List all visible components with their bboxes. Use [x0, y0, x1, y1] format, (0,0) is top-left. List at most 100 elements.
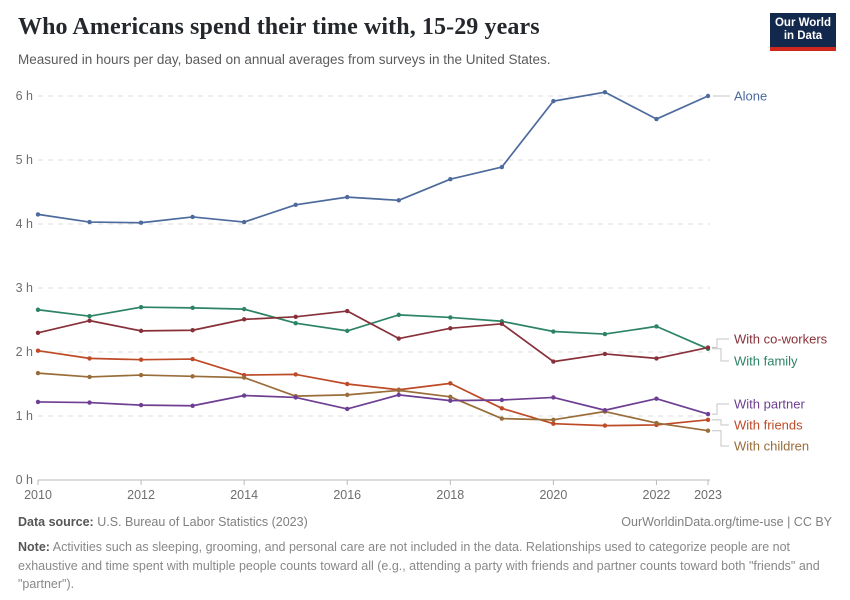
- series-point-with-friends: [35, 348, 41, 353]
- y-tick-label: 1 h: [16, 409, 33, 423]
- owid-logo[interactable]: Our World in Data: [770, 13, 836, 51]
- series-point-with-children: [190, 374, 195, 379]
- series-point-with-co-workers: [241, 317, 247, 322]
- series-line-with-children[interactable]: [37, 372, 709, 432]
- series-point-with-friends: [190, 356, 195, 362]
- chart-note: Note: Activities such as sleeping, groom…: [18, 538, 830, 594]
- leader-line-with-family: [712, 348, 729, 362]
- series-point-with-co-workers: [87, 318, 92, 323]
- series-point-alone: [190, 214, 195, 220]
- series-point-with-co-workers: [602, 351, 608, 357]
- series-point-with-friends: [138, 357, 144, 362]
- leader-line-with-children: [712, 430, 729, 447]
- series-point-with-co-workers: [293, 314, 298, 319]
- series-point-with-partner: [396, 392, 401, 398]
- series-label-with-co-workers[interactable]: With co-workers: [734, 332, 828, 347]
- series-point-with-co-workers: [551, 359, 556, 364]
- series-label-with-children[interactable]: With children: [734, 439, 809, 454]
- series-point-with-family: [396, 312, 401, 318]
- x-tick-label: 2016: [333, 488, 361, 502]
- series-point-with-family: [190, 305, 195, 311]
- note-label: Note:: [18, 540, 50, 554]
- series-label-with-friends[interactable]: With friends: [734, 418, 803, 433]
- note-text: Activities such as sleeping, grooming, a…: [18, 540, 820, 591]
- series-point-with-partner: [35, 399, 41, 405]
- y-tick-label: 2 h: [16, 345, 33, 359]
- series-point-with-children: [396, 388, 401, 393]
- series-point-with-children: [499, 416, 505, 421]
- series-point-with-family: [293, 321, 298, 326]
- series-point-with-co-workers: [396, 336, 401, 341]
- series-point-alone: [705, 93, 711, 99]
- series-point-with-co-workers: [345, 308, 350, 314]
- y-tick-label: 5 h: [16, 153, 33, 167]
- series-point-with-children: [241, 375, 247, 380]
- series-point-with-family: [87, 313, 92, 319]
- series-point-alone: [499, 164, 505, 170]
- leader-line-with-partner: [712, 403, 729, 415]
- series-point-alone: [87, 219, 92, 225]
- series-point-alone: [396, 198, 401, 203]
- series-point-alone: [241, 219, 247, 225]
- x-tick-label: 2012: [127, 488, 155, 502]
- series-point-with-partner: [499, 397, 505, 403]
- series-point-with-partner: [448, 398, 453, 403]
- series-point-with-friends: [551, 421, 556, 426]
- series-point-with-friends: [293, 372, 298, 377]
- series-point-alone: [551, 98, 556, 104]
- series-point-alone: [654, 116, 659, 122]
- attribution-link[interactable]: OurWorldinData.org/time-use | CC BY: [621, 515, 832, 529]
- x-tick-label: 2014: [230, 488, 258, 502]
- source-row: Data source: U.S. Bureau of Labor Statis…: [18, 515, 832, 529]
- series-point-with-partner: [345, 406, 350, 412]
- series-line-with-friends[interactable]: [37, 349, 709, 427]
- series-line-with-co-workers[interactable]: [37, 310, 709, 363]
- series-point-with-friends: [602, 423, 608, 428]
- series-point-with-co-workers: [654, 356, 659, 361]
- owid-logo-line2: in Data: [783, 30, 823, 42]
- series-point-with-children: [705, 428, 711, 433]
- x-tick-label: 2018: [436, 488, 464, 502]
- series-point-with-partner: [602, 408, 608, 413]
- series-point-with-friends: [345, 381, 350, 387]
- series-label-alone[interactable]: Alone: [734, 89, 767, 104]
- series-point-with-children: [345, 392, 350, 398]
- series-point-with-children: [551, 417, 556, 423]
- series-point-with-friends: [448, 381, 453, 386]
- data-source-label: Data source:: [18, 515, 94, 529]
- series-label-with-family[interactable]: With family: [734, 354, 798, 369]
- series-point-with-co-workers: [35, 330, 41, 335]
- chart-title: Who Americans spend their time with, 15-…: [18, 14, 540, 40]
- series-point-with-partner: [138, 402, 144, 408]
- series-point-with-partner: [705, 411, 711, 417]
- series-point-with-friends: [87, 356, 92, 361]
- y-tick-label: 6 h: [16, 89, 33, 103]
- y-tick-label: 3 h: [16, 281, 33, 295]
- series-line-with-family[interactable]: [37, 306, 709, 350]
- series-point-alone: [345, 194, 350, 200]
- series-point-with-children: [138, 372, 144, 378]
- x-tick-label: 2023: [694, 488, 722, 502]
- series-point-alone: [138, 220, 144, 225]
- series-point-with-partner: [654, 396, 659, 401]
- series-point-alone: [448, 177, 453, 182]
- series-point-with-co-workers: [448, 326, 453, 331]
- series-label-with-partner[interactable]: With partner: [734, 397, 805, 412]
- data-source-text: U.S. Bureau of Labor Statistics (2023): [93, 515, 308, 529]
- leader-line-with-co-workers: [712, 338, 729, 349]
- leader-line-with-friends: [712, 419, 729, 426]
- series-point-with-family: [551, 329, 556, 334]
- x-tick-label: 2020: [539, 488, 567, 502]
- series-point-with-family: [241, 306, 247, 312]
- series-point-with-co-workers: [705, 345, 711, 350]
- series-line-alone[interactable]: [37, 91, 709, 224]
- series-point-with-friends: [499, 406, 505, 411]
- x-tick-label: 2022: [643, 488, 671, 502]
- series-point-with-friends: [705, 417, 711, 423]
- data-source: Data source: U.S. Bureau of Labor Statis…: [18, 515, 308, 529]
- series-line-with-partner[interactable]: [37, 394, 709, 415]
- chart-subtitle: Measured in hours per day, based on annu…: [18, 52, 551, 67]
- series-point-with-partner: [190, 403, 195, 408]
- series-point-with-children: [654, 420, 659, 426]
